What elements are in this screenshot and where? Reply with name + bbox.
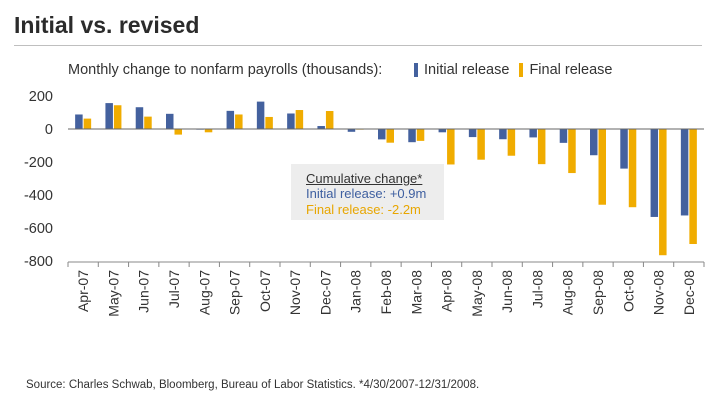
bar-chart: 200 0 -200 -400 -600 -800 Apr-07 May-07 Jun-07 Ju… — [24, 89, 705, 317]
bar-final — [325, 111, 334, 129]
bar-initial — [347, 129, 356, 132]
bar-initial — [287, 113, 295, 129]
legend-item-final: Final release — [515, 62, 612, 78]
x-tick-label: Jul-08 — [529, 270, 545, 308]
bar-final — [659, 129, 667, 256]
bar-final — [598, 129, 606, 205]
bar-initial — [226, 110, 235, 129]
x-tick-label: Oct-07 — [257, 270, 273, 312]
x-tick-label: Dec-07 — [317, 270, 333, 315]
x-tick-label: Dec-08 — [681, 270, 697, 315]
x-tick-label: Oct-08 — [620, 270, 636, 312]
x-tick-label: Nov-07 — [287, 270, 303, 315]
bar-initial — [438, 129, 447, 133]
bar-initial — [378, 129, 386, 140]
bar-initial — [135, 107, 144, 129]
bar-final — [477, 129, 485, 160]
x-tick-label: Jan-08 — [348, 270, 364, 313]
bar-initial — [105, 103, 113, 129]
x-tick-label: Nov-08 — [651, 270, 667, 315]
y-tick-label: 0 — [45, 122, 53, 138]
x-tick-label: Aug-08 — [560, 270, 576, 315]
x-tick-label: May-07 — [105, 270, 121, 317]
legend-item-initial: Initial release — [410, 62, 509, 78]
bar-initial — [680, 129, 689, 216]
bar-initial — [75, 114, 83, 129]
bar-final — [83, 118, 92, 129]
title-divider — [14, 45, 702, 46]
chart-subtitle: Monthly change to nonfarm payrolls (thou… — [68, 62, 383, 78]
bar-final — [265, 116, 273, 129]
y-tick-label: -200 — [24, 155, 53, 171]
bar-final — [447, 129, 455, 165]
legend: Initial release Final release — [410, 62, 618, 78]
bar-final — [235, 114, 243, 129]
bar-initial — [499, 129, 507, 140]
bar-initial — [256, 101, 265, 129]
x-tick-label: Apr-07 — [75, 270, 91, 312]
bar-final — [386, 129, 394, 143]
bar-initial — [317, 126, 325, 129]
bar-initial — [559, 129, 568, 143]
bar-initial — [590, 129, 598, 156]
x-tick-label: Aug-07 — [196, 270, 212, 315]
bar-final — [416, 129, 425, 141]
legend-swatch-initial — [414, 63, 418, 77]
x-tick-label: Apr-08 — [439, 270, 455, 312]
bar-final — [174, 129, 182, 135]
annotation-initial: Initial release: +0.9m — [306, 186, 427, 201]
annotation-heading: Cumulative change* — [306, 171, 423, 186]
bar-final — [204, 129, 213, 133]
bar-initial — [650, 129, 659, 217]
legend-label-final: Final release — [529, 62, 613, 78]
annotation-final: Final release: -2.2m — [306, 202, 421, 217]
x-tick-label: May-08 — [469, 270, 485, 317]
bar-final — [507, 129, 516, 156]
bar-final — [537, 129, 546, 165]
cumulative-annotation: Cumulative change* Initial release: +0.9… — [291, 164, 444, 220]
bar-final — [689, 129, 697, 245]
y-tick-label: 200 — [29, 89, 53, 105]
bar-final — [113, 105, 122, 129]
legend-swatch-final — [519, 63, 524, 77]
bar-initial — [620, 129, 628, 169]
y-tick-label: -600 — [24, 221, 53, 237]
bar-initial — [529, 129, 537, 138]
bar-final — [295, 110, 304, 129]
chart-title: Initial vs. revised — [14, 12, 200, 38]
source-note: Source: Charles Schwab, Bloomberg, Burea… — [26, 379, 480, 391]
x-tick-label: Feb-08 — [378, 270, 394, 315]
bar-final — [144, 116, 152, 129]
x-tick-label: Jul-07 — [166, 270, 182, 308]
x-tick-label: Jun-07 — [136, 270, 152, 313]
y-tick-label: -800 — [24, 254, 53, 270]
x-tick-label: Mar-08 — [408, 270, 424, 315]
y-tick-label: -400 — [24, 188, 53, 204]
legend-label-initial: Initial release — [424, 62, 510, 78]
bar-final — [628, 129, 637, 208]
bar-initial — [166, 113, 174, 129]
x-tick-label: Sep-07 — [227, 270, 243, 315]
x-tick-label: Jun-08 — [499, 270, 515, 313]
bar-final — [568, 129, 576, 174]
bar-initial — [468, 129, 477, 138]
bar-initial — [408, 129, 416, 143]
x-tick-label: Sep-08 — [590, 270, 606, 315]
